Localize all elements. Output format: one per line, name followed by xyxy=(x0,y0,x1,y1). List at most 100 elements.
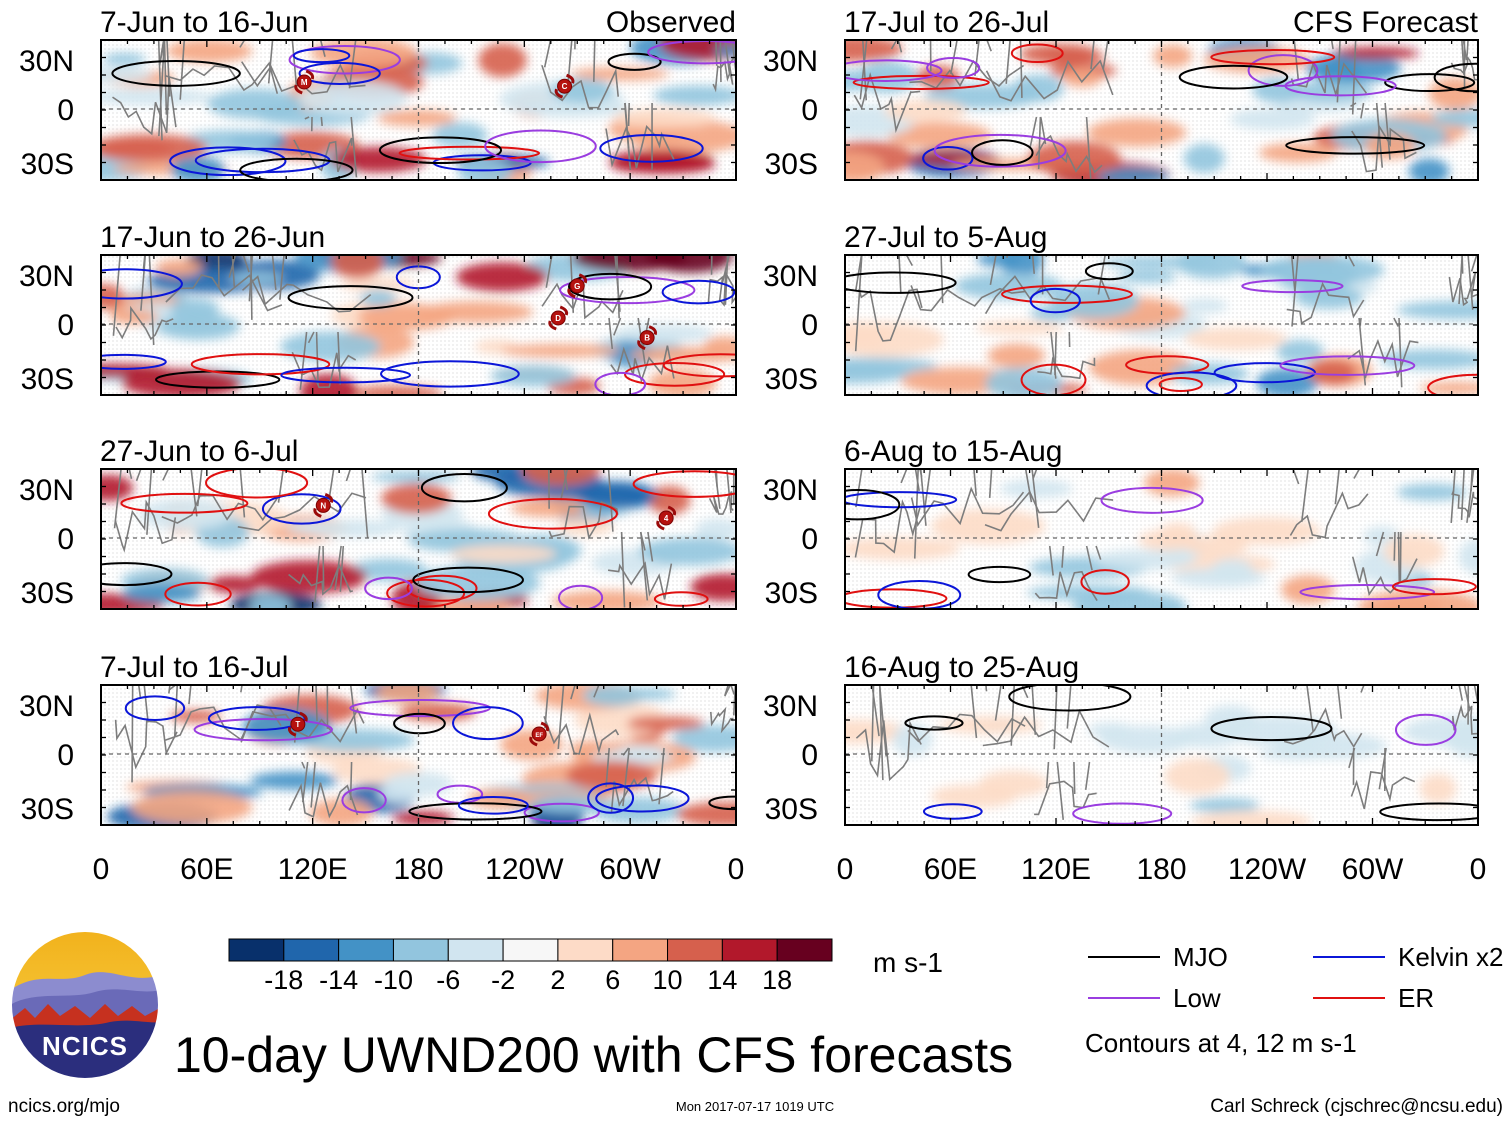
lon-tick-label: 0 xyxy=(1470,853,1487,886)
lon-tick-label: 120W xyxy=(1228,853,1307,886)
colorbar-tick-label: -6 xyxy=(436,965,460,995)
colorbar-tick-label: -10 xyxy=(374,965,413,995)
storm-marker: EF xyxy=(529,721,550,747)
legend-label: Kelvin x2 xyxy=(1398,942,1504,972)
colorbar-swatch xyxy=(228,938,285,962)
colorbar-swatch xyxy=(776,938,833,962)
storm-label: B xyxy=(644,334,650,343)
colorbar: -18 -14 -10 -6 -2 2 6 10 14 18 xyxy=(228,938,833,995)
lon-tick-label: 120E xyxy=(1021,853,1091,886)
storm-marker: N xyxy=(313,492,334,518)
panel-forecast-4: 16-Aug to 25-Aug 30N 0 30S xyxy=(763,651,1479,826)
lat-tick-label: 30N xyxy=(763,690,818,723)
panel-period-title: 16-Aug to 25-Aug xyxy=(844,651,1079,684)
panel-period-title: 27-Jun to 6-Jul xyxy=(100,435,298,468)
colorbar-tick-label: 6 xyxy=(605,965,620,995)
footer-url: ncics.org/mjo xyxy=(8,1096,120,1117)
lat-tick-label: 30S xyxy=(765,577,818,610)
colorbar-swatch xyxy=(392,938,449,962)
lon-tick-label: 0 xyxy=(837,853,854,886)
panel-period-title: 17-Jul to 26-Jul xyxy=(844,6,1049,39)
colorbar-swatch xyxy=(667,938,723,962)
panel-period-title: 27-Jul to 5-Aug xyxy=(844,221,1047,254)
storm-label: D xyxy=(555,314,561,323)
lon-tick-label: 0 xyxy=(93,853,110,886)
storm-marker: D xyxy=(548,305,569,331)
colorbar-swatch xyxy=(338,938,394,962)
storm-marker: M xyxy=(294,69,315,95)
panel-forecast-2: 27-Jul to 5-Aug 30N 0 30S xyxy=(763,221,1479,396)
lat-tick-label: 0 xyxy=(801,94,818,127)
figure-title: 10-day UWND200 with CFS forecasts xyxy=(174,1027,1013,1083)
footer-author: Carl Schreck (cjschrec@ncsu.edu) xyxy=(1210,1096,1503,1117)
colorbar-tick-label: -14 xyxy=(319,965,358,995)
panel-period-title: 17-Jun to 26-Jun xyxy=(100,221,325,254)
lon-tick-label: 60W xyxy=(599,853,661,886)
ncics-logo: NCICS xyxy=(10,930,160,1080)
lat-tick-label: 30S xyxy=(21,363,74,396)
storm-label: G xyxy=(574,282,580,291)
lon-tick-label: 60E xyxy=(924,853,977,886)
lat-tick-label: 30S xyxy=(21,148,74,181)
colorbar-units: m s-1 xyxy=(873,947,943,978)
panel-observed-2: 17-Jun to 26-Jun 30N 0 30S G D B xyxy=(19,221,737,396)
panels: 7-Jun to 16-Jun Observed 30N 0 30S M C 17-Jun t… xyxy=(19,6,1487,886)
lat-tick-label: 30N xyxy=(19,690,74,723)
legend-label: MJO xyxy=(1173,942,1228,972)
colorbar-swatch xyxy=(502,938,559,962)
lat-tick-label: 30S xyxy=(21,793,74,826)
storm-label: M xyxy=(301,78,308,87)
contour-legend: MJO Kelvin x2 Low ER xyxy=(1088,942,1504,1013)
lat-tick-label: 30N xyxy=(763,474,818,507)
storm-marker: C xyxy=(554,73,575,99)
logo-text: NCICS xyxy=(42,1031,128,1061)
panel-period-title: 7-Jun to 16-Jun xyxy=(100,6,308,39)
colorbar-tick-label: 2 xyxy=(550,965,565,995)
colorbar-swatch xyxy=(447,938,504,962)
colorbar-swatch xyxy=(721,938,778,962)
colorbar-tick-label: 14 xyxy=(707,965,737,995)
panel-forecast-3: 6-Aug to 15-Aug 30N 0 30S xyxy=(763,435,1479,610)
lat-tick-label: 30S xyxy=(765,363,818,396)
storm-marker: T xyxy=(287,711,308,737)
panel-observed-4: 7-Jul to 16-Jul 30N 0 30S T EF xyxy=(19,651,737,826)
colorbar-swatch xyxy=(612,938,669,962)
storm-marker: G xyxy=(567,273,588,299)
colorbar-tick-label: 18 xyxy=(762,965,792,995)
legend-label: Low xyxy=(1173,983,1221,1013)
lat-tick-label: 30N xyxy=(19,45,74,78)
lat-tick-label: 0 xyxy=(801,309,818,342)
lat-tick-label: 30N xyxy=(763,45,818,78)
panel-observed-3: 27-Jun to 6-Jul 30N 0 30S N 4 xyxy=(19,435,737,610)
panel-period-title: 7-Jul to 16-Jul xyxy=(100,651,288,684)
legend-note: Contours at 4, 12 m s-1 xyxy=(1085,1028,1357,1058)
lon-tick-label: 0 xyxy=(728,853,745,886)
storm-label: C xyxy=(562,82,568,91)
panel-observed-1: 7-Jun to 16-Jun Observed 30N 0 30S M C xyxy=(19,6,737,181)
colorbar-swatch xyxy=(283,938,340,962)
lat-tick-label: 30S xyxy=(765,148,818,181)
colorbar-swatch xyxy=(557,938,614,962)
lat-tick-label: 0 xyxy=(57,739,74,772)
colorbar-tick-label: -2 xyxy=(491,965,515,995)
lat-tick-label: 0 xyxy=(57,94,74,127)
colorbar-tick-label: -18 xyxy=(264,965,303,995)
lon-tick-label: 180 xyxy=(393,853,443,886)
lat-tick-label: 0 xyxy=(57,309,74,342)
lon-tick-label: 180 xyxy=(1136,853,1186,886)
lon-tick-label: 120E xyxy=(278,853,348,886)
lat-tick-label: 30N xyxy=(19,474,74,507)
panel-forecast-1: 17-Jul to 26-Jul CFS Forecast 30N 0 30S xyxy=(763,6,1479,181)
observed-label: Observed xyxy=(606,6,736,39)
lat-tick-label: 0 xyxy=(801,739,818,772)
lat-tick-label: 0 xyxy=(57,523,74,556)
lat-tick-label: 30S xyxy=(765,793,818,826)
storm-label: 4 xyxy=(664,514,669,523)
legend-label: ER xyxy=(1398,983,1434,1013)
lat-tick-label: 30N xyxy=(19,260,74,293)
lon-tick-label: 60E xyxy=(180,853,233,886)
storm-label: EF xyxy=(535,733,543,739)
lat-tick-label: 0 xyxy=(801,523,818,556)
forecast-label: CFS Forecast xyxy=(1293,6,1479,39)
